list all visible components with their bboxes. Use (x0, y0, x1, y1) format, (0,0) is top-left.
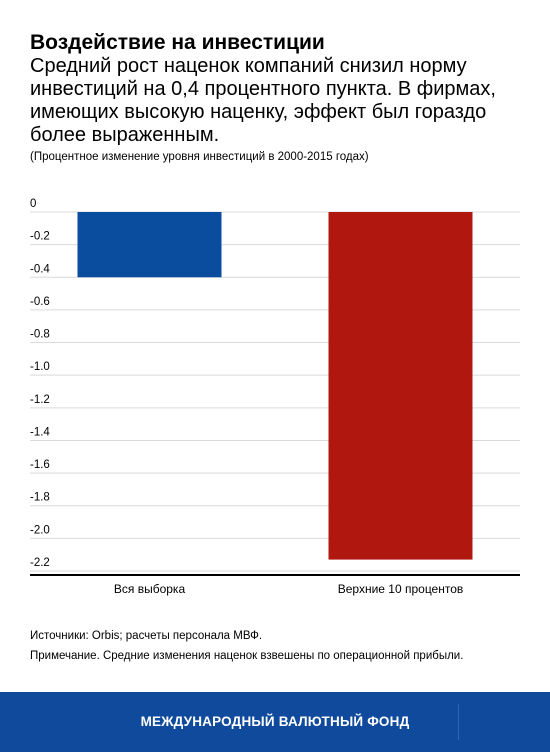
chart-subtitle: Средний рост наценок компаний снизил нор… (30, 55, 496, 146)
chart-title: Воздействие на инвестиции (30, 31, 325, 54)
y-tick-label: -1.6 (30, 459, 50, 471)
y-tick-label: -0.6 (30, 296, 50, 308)
y-tick-label: -1.2 (30, 394, 50, 406)
y-tick-label: -1.4 (30, 426, 50, 438)
y-tick-label: -1.0 (30, 361, 50, 373)
footer-label: МЕЖДУНАРОДНЫЙ ВАЛЮТНЫЙ ФОНД (140, 714, 410, 729)
y-tick-label: -0.8 (30, 329, 50, 341)
sources-note: Источники: Orbis; расчеты персонала МВФ. (30, 630, 263, 642)
remark-note: Примечание. Средние изменения наценок вз… (30, 650, 464, 662)
x-category-label: Вся выборка (114, 582, 186, 596)
y-tick-label: -2.2 (30, 557, 50, 569)
chart-note: (Процентное изменение уровня инвестиций … (30, 151, 369, 163)
bar (328, 212, 473, 560)
y-tick-label: 0 (30, 198, 36, 210)
y-tick-label: -0.4 (30, 263, 50, 275)
bar (77, 212, 222, 278)
footer-divider (458, 704, 459, 740)
footer-bar: МЕЖДУНАРОДНЫЙ ВАЛЮТНЫЙ ФОНД (0, 692, 550, 752)
bar-chart: 0 -0.2 -0.4 -0.6 -0.8 -1.0 -1.2 -1.4 -1.6 -1.8 -2.… (30, 198, 520, 596)
y-tick-label: -2.0 (30, 524, 50, 536)
x-category-label: Верхние 10 процентов (338, 582, 464, 596)
y-tick-label: -1.8 (30, 492, 50, 504)
y-tick-label: -0.2 (30, 231, 50, 243)
